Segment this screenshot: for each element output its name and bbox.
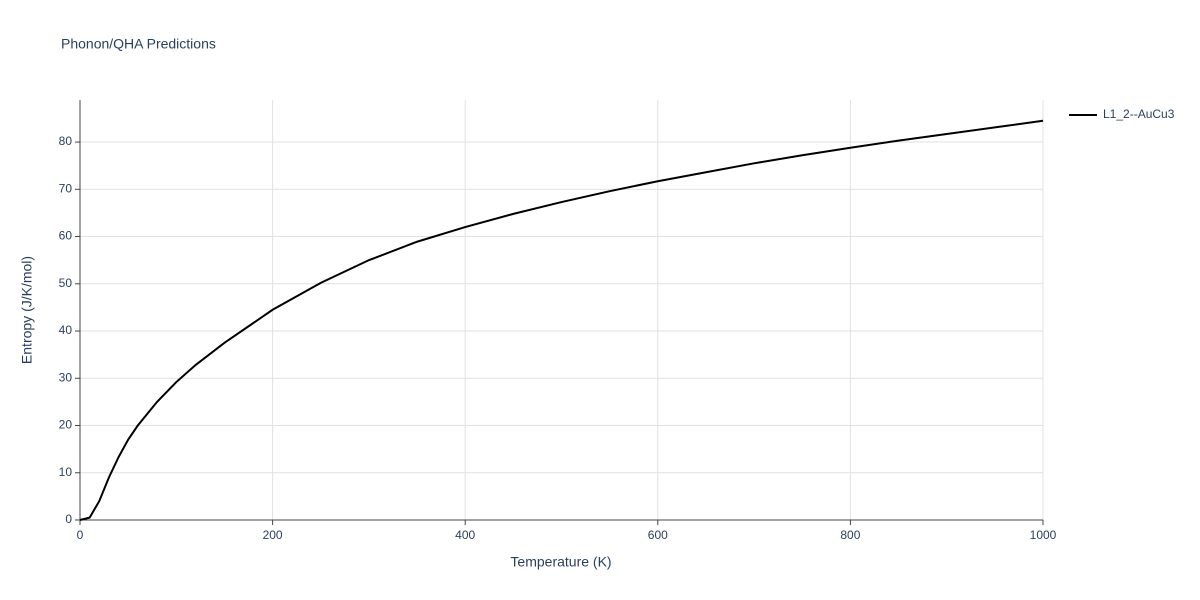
y-tick-label: 80 xyxy=(59,134,73,148)
legend-label: L1_2--AuCu3 xyxy=(1103,107,1175,121)
x-tick-label: 400 xyxy=(455,528,475,542)
y-tick-label: 40 xyxy=(59,323,73,337)
x-tick-label: 0 xyxy=(77,528,84,542)
y-tick-label: 50 xyxy=(59,276,73,290)
y-tick-label: 20 xyxy=(59,418,73,432)
y-tick-label: 70 xyxy=(59,181,73,195)
chart-title: Phonon/QHA Predictions xyxy=(61,36,216,52)
y-tick-label: 60 xyxy=(59,229,73,243)
y-tick-label: 30 xyxy=(59,370,73,384)
x-tick-label: 200 xyxy=(263,528,283,542)
x-tick-label: 800 xyxy=(840,528,860,542)
x-tick-label: 600 xyxy=(648,528,668,542)
y-tick-label: 10 xyxy=(59,465,73,479)
x-axis-title: Temperature (K) xyxy=(510,554,611,570)
x-tick-label: 1000 xyxy=(1030,528,1057,542)
y-tick-label: 0 xyxy=(65,512,72,526)
y-axis-title: Entropy (J/K/mol) xyxy=(19,256,35,364)
data-line xyxy=(79,119,1044,521)
